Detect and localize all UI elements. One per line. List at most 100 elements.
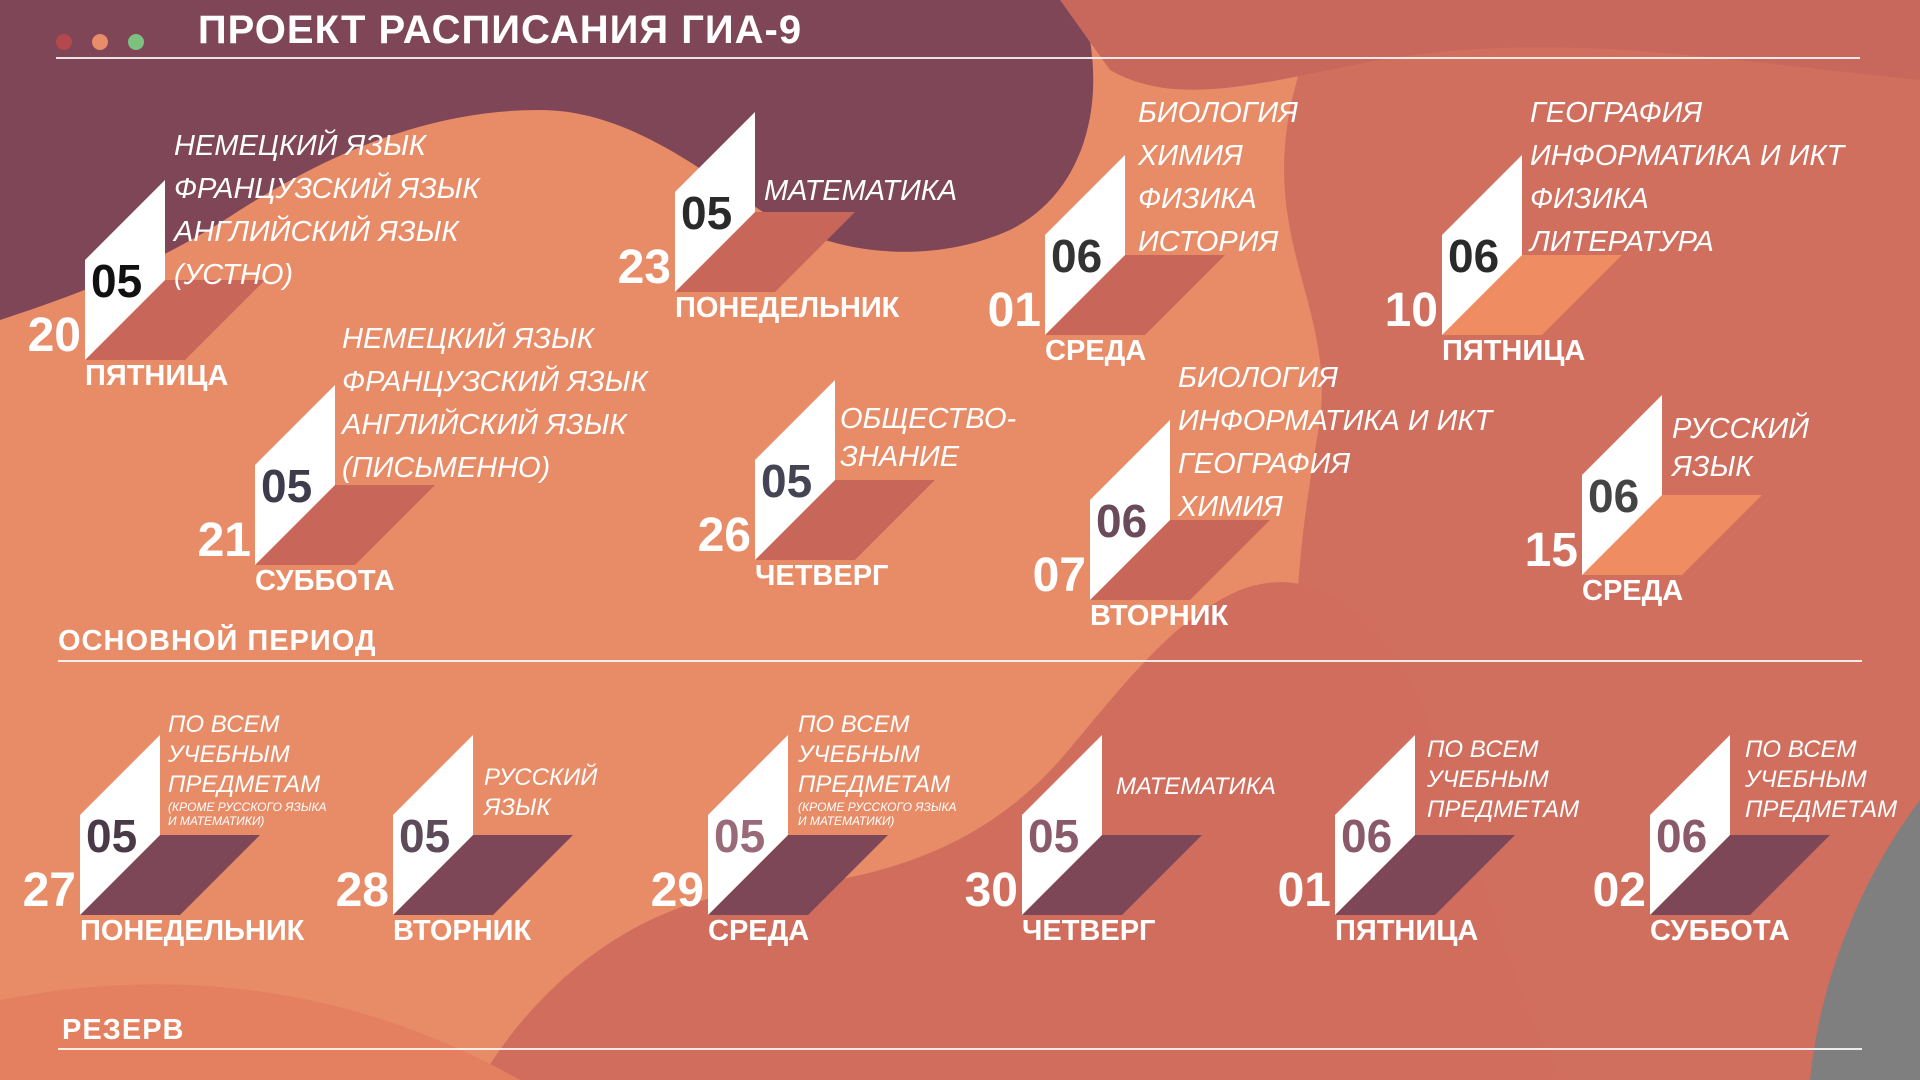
weekday-label: СРЕДА [1582,575,1684,607]
orange-dot-icon[interactable] [92,34,108,50]
month-number: 05 [681,187,733,239]
day-number: 15 [1524,524,1578,577]
subject-item: ЯЗЫК [1672,451,1753,483]
subject-item: ОБЩЕСТВО- [840,403,1017,435]
date-block-icon [1335,735,1515,915]
day-number: 29 [650,864,704,917]
date-block-icon [1022,735,1202,915]
weekday-label: ПОНЕДЕЛЬНИК [675,292,900,324]
month-number: 05 [91,255,143,307]
subject-item: ЗНАНИЕ [840,441,960,473]
weekday-label: ПЯТНИЦА [85,360,229,392]
month-number: 06 [1588,470,1640,522]
subject-item: ГЕОГРАФИЯ [1178,448,1351,480]
month-number: 05 [1028,810,1080,862]
section-main-label: ОСНОВНОЙ ПЕРИОД [58,625,377,657]
month-number: 05 [399,810,451,862]
date-block-icon [1582,395,1762,575]
month-number: 06 [1656,810,1708,862]
day-number: 07 [1032,549,1086,602]
date-block-icon [1442,155,1622,335]
subject-item: УЧЕБНЫМ [798,741,920,768]
date-block-icon [708,735,888,915]
main-divider [58,660,1862,662]
month-number: 05 [86,810,138,862]
date-block-icon [1650,735,1830,915]
green-dot-icon[interactable] [128,34,144,50]
subject-list: ПО ВСЕМ УЧЕБНЫМ ПРЕДМЕТАМ [1427,735,1579,825]
subject-item: ФРАНЦУЗСКИЙ ЯЗЫК [174,173,480,205]
subject-list: ГЕОГРАФИЯ ИНФОРМАТИКА И ИКТ ФИЗИКА ЛИТЕРАТУ… [1530,92,1844,264]
date-block-icon [80,735,260,915]
subject-item: ФИЗИКА [1530,183,1649,215]
subject-item: ИСТОРИЯ [1138,226,1279,258]
subject-item: ХИМИЯ [1178,491,1283,523]
subject-list: РУССКИЙ ЯЗЫК [1672,410,1809,486]
weekday-label: СРЕДА [1045,335,1147,367]
date-block-icon [85,180,265,360]
subject-item: ФИЗИКА [1138,183,1257,215]
subject-list: ПО ВСЕМ УЧЕБНЫМ ПРЕДМЕТАМ (КРОМЕ РУССКОГО Я… [168,710,327,828]
subject-item: АНГЛИЙСКИЙ ЯЗЫК [342,409,627,441]
date-block-icon [393,735,573,915]
weekday-label: СУББОТА [1650,915,1790,947]
subject-item: ИНФОРМАТИКА И ИКТ [1178,405,1493,437]
subject-list: БИОЛОГИЯ ИНФОРМАТИКА И ИКТ ГЕОГРАФИЯ ХИМИЯ [1178,357,1492,529]
subject-item: УЧЕБНЫМ [1427,766,1549,793]
subject-item: МАТЕМАТИКА [1116,773,1276,800]
date-block-icon [675,112,855,292]
subject-note: (КРОМЕ РУССКОГО ЯЗЫКА [168,800,327,814]
red-dot-icon[interactable] [56,34,72,50]
subject-item: ПРЕДМЕТАМ [798,771,951,798]
subject-item: НЕМЕЦКИЙ ЯЗЫК [342,323,594,355]
month-number: 06 [1448,230,1500,282]
weekday-label: СУББОТА [255,565,395,597]
subject-list: БИОЛОГИЯ ХИМИЯ ФИЗИКА ИСТОРИЯ [1138,92,1298,264]
subject-item: ПО ВСЕМ [798,711,910,738]
day-number: 30 [964,864,1018,917]
page-title: ПРОЕКТ РАСПИСАНИЯ ГИА-9 [197,8,803,52]
subject-item: УЧЕБНЫМ [168,741,290,768]
month-number: 06 [1341,810,1393,862]
subject-item: (ПИСЬМЕННО) [342,452,551,484]
day-number: 02 [1592,864,1646,917]
subject-list: ОБЩЕСТВО- ЗНАНИЕ [840,400,1016,476]
subject-item: ПО ВСЕМ [1745,736,1857,763]
day-number: 10 [1384,284,1438,337]
weekday-label: СРЕДА [708,915,810,947]
weekday-label: ПЯТНИЦА [1335,915,1479,947]
subject-list: ПО ВСЕМ УЧЕБНЫМ ПРЕДМЕТАМ [1745,735,1897,825]
subject-item: ФРАНЦУЗСКИЙ ЯЗЫК [342,366,648,398]
subject-list: МАТЕМАТИКА [1116,772,1276,802]
subject-item: ЛИТЕРАТУРА [1530,226,1714,258]
subject-item: УЧЕБНЫМ [1745,766,1867,793]
subject-list: МАТЕМАТИКА [764,170,957,213]
day-number: 20 [27,309,81,362]
weekday-label: ПЯТНИЦА [1442,335,1586,367]
subject-item: МАТЕМАТИКА [764,175,958,207]
top-divider [56,57,1860,59]
subject-list: РУССКИЙ ЯЗЫК [484,763,597,823]
month-number: 05 [714,810,766,862]
subject-item: ПО ВСЕМ [1427,736,1539,763]
day-number: 21 [197,514,251,567]
subject-item: (УСТНО) [174,259,294,291]
weekday-label: ВТОРНИК [393,915,532,947]
day-number: 26 [697,509,751,562]
weekday-label: ЧЕТВЕРГ [755,560,889,592]
subject-list: ПО ВСЕМ УЧЕБНЫМ ПРЕДМЕТАМ (КРОМЕ РУССКОГО Я… [798,710,957,828]
subject-item: ПРЕДМЕТАМ [1427,796,1580,823]
date-block-icon [255,385,435,565]
subject-list: НЕМЕЦКИЙ ЯЗЫК ФРАНЦУЗСКИЙ ЯЗЫК АНГЛИЙСКИЙ … [174,125,479,297]
month-number: 06 [1096,495,1148,547]
subject-list: НЕМЕЦКИЙ ЯЗЫК ФРАНЦУЗСКИЙ ЯЗЫК АНГЛИЙСКИЙ … [342,318,647,490]
subject-item: АНГЛИЙСКИЙ ЯЗЫК [174,216,459,248]
month-number: 06 [1051,230,1103,282]
day-number: 28 [335,864,389,917]
window-controls [56,34,144,50]
date-block-icon [1090,420,1270,600]
subject-item: ХИМИЯ [1138,140,1243,172]
subject-item: ПРЕДМЕТАМ [1745,796,1898,823]
subject-item: ИНФОРМАТИКА И ИКТ [1530,140,1845,172]
subject-note: (КРОМЕ РУССКОГО ЯЗЫКА [798,800,957,814]
